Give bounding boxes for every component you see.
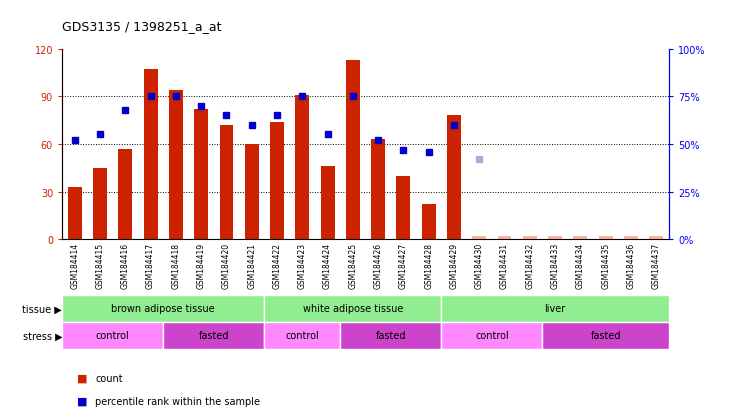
Text: tissue ▶: tissue ▶: [23, 304, 62, 314]
Bar: [624, 236, 638, 240]
Bar: [270, 122, 284, 240]
Text: GSM184429: GSM184429: [450, 242, 458, 288]
Bar: [542, 322, 669, 349]
Bar: [396, 176, 410, 240]
Text: ■: ■: [77, 373, 87, 383]
Bar: [523, 236, 537, 240]
Text: GSM184427: GSM184427: [399, 242, 408, 288]
Text: GDS3135 / 1398251_a_at: GDS3135 / 1398251_a_at: [62, 20, 221, 33]
Bar: [321, 167, 335, 240]
Text: count: count: [95, 373, 123, 383]
Bar: [62, 295, 265, 322]
Text: GSM184418: GSM184418: [171, 242, 181, 288]
Text: stress ▶: stress ▶: [23, 330, 62, 341]
Bar: [93, 169, 107, 240]
Text: GSM184422: GSM184422: [273, 242, 281, 288]
Bar: [442, 295, 669, 322]
Text: GSM184416: GSM184416: [121, 242, 130, 288]
Bar: [245, 145, 259, 240]
Bar: [295, 95, 309, 240]
Bar: [548, 236, 562, 240]
Bar: [265, 322, 340, 349]
Bar: [422, 205, 436, 240]
Text: control: control: [285, 330, 319, 341]
Text: GSM184423: GSM184423: [298, 242, 307, 288]
Bar: [447, 116, 461, 240]
Text: GSM184414: GSM184414: [70, 242, 79, 288]
Bar: [498, 236, 512, 240]
Bar: [62, 322, 163, 349]
Bar: [118, 150, 132, 240]
Text: GSM184434: GSM184434: [576, 242, 585, 288]
Text: GSM184421: GSM184421: [247, 242, 257, 288]
Text: GSM184415: GSM184415: [96, 242, 105, 288]
Text: GSM184435: GSM184435: [601, 242, 610, 288]
Text: GSM184436: GSM184436: [626, 242, 635, 288]
Text: GSM184424: GSM184424: [323, 242, 332, 288]
Text: GSM184430: GSM184430: [474, 242, 484, 288]
Text: fasted: fasted: [199, 330, 229, 341]
Text: GSM184437: GSM184437: [652, 242, 661, 288]
Text: GSM184432: GSM184432: [526, 242, 534, 288]
Text: liver: liver: [545, 304, 566, 314]
Bar: [442, 322, 542, 349]
Bar: [169, 91, 183, 240]
Text: fasted: fasted: [591, 330, 621, 341]
Bar: [219, 126, 233, 240]
Text: ■: ■: [77, 396, 87, 406]
Text: brown adipose tissue: brown adipose tissue: [111, 304, 215, 314]
Bar: [573, 236, 587, 240]
Text: control: control: [96, 330, 129, 341]
Bar: [371, 140, 385, 240]
Bar: [346, 61, 360, 240]
Text: GSM184425: GSM184425: [349, 242, 357, 288]
Bar: [649, 236, 663, 240]
Bar: [265, 295, 442, 322]
Text: GSM184419: GSM184419: [197, 242, 205, 288]
Bar: [68, 188, 82, 240]
Text: GSM184431: GSM184431: [500, 242, 509, 288]
Text: GSM184417: GSM184417: [146, 242, 155, 288]
Text: white adipose tissue: white adipose tissue: [303, 304, 403, 314]
Text: GSM184433: GSM184433: [550, 242, 560, 288]
Text: control: control: [475, 330, 509, 341]
Bar: [163, 322, 265, 349]
Text: GSM184428: GSM184428: [424, 242, 433, 288]
Text: GSM184426: GSM184426: [374, 242, 382, 288]
Bar: [194, 110, 208, 240]
Bar: [599, 236, 613, 240]
Bar: [340, 322, 442, 349]
Text: percentile rank within the sample: percentile rank within the sample: [95, 396, 260, 406]
Text: fasted: fasted: [376, 330, 406, 341]
Bar: [144, 70, 158, 240]
Text: GSM184420: GSM184420: [222, 242, 231, 288]
Bar: [472, 236, 486, 240]
